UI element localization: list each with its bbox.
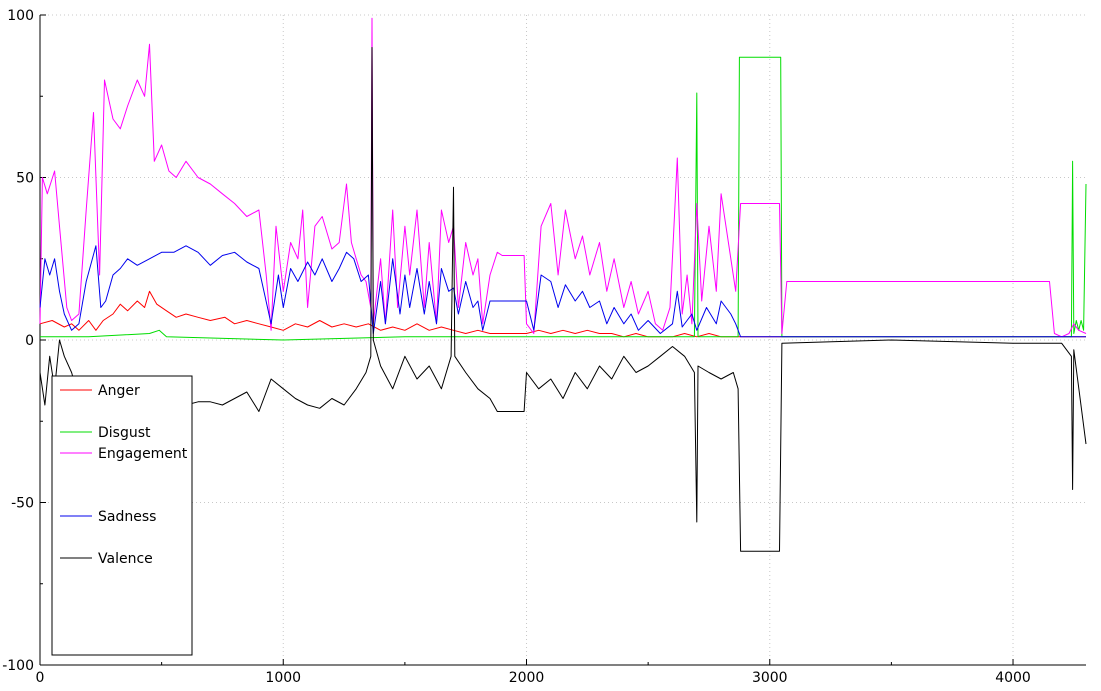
legend-label-anger: Anger — [98, 383, 140, 399]
y-tick-label: 100 — [7, 8, 34, 24]
x-tick-label: 1000 — [265, 670, 301, 686]
x-tick-label: 3000 — [752, 670, 788, 686]
legend-label-valence: Valence — [98, 551, 153, 567]
legend-label-disgust: Disgust — [98, 425, 151, 441]
legend-label-engagement: Engagement — [98, 446, 188, 462]
y-tick-label: -50 — [11, 496, 34, 512]
legend: Anger Disgust Engagement Sadness Valence — [51, 375, 193, 656]
x-tick-label: 2000 — [509, 670, 545, 686]
series-line-disgust — [40, 56, 1087, 341]
x-tick-label: 4000 — [995, 670, 1031, 686]
y-tick-label: -100 — [2, 658, 34, 674]
y-axis-ticks: 100 50 0 -50 -100 — [2, 8, 46, 674]
x-tick-label: 0 — [36, 670, 45, 686]
y-tick-label: 0 — [25, 333, 34, 349]
legend-label-sadness: Sadness — [98, 509, 156, 525]
x-axis-ticks: 0 1000 2000 3000 4000 — [36, 659, 1031, 686]
series-line-sadness — [39, 245, 1086, 338]
series-line-anger — [39, 290, 1086, 338]
y-tick-label: 50 — [16, 171, 34, 187]
series-line-engagement — [39, 17, 1087, 338]
